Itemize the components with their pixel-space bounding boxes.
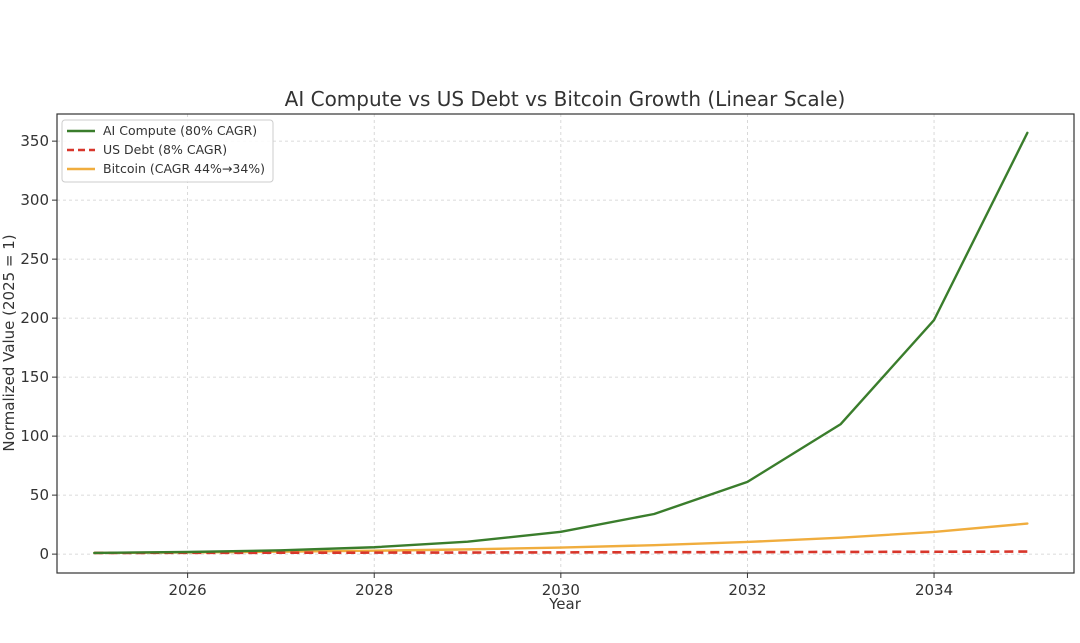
y-tick-label: 150 [20,368,49,386]
y-tick-label: 50 [30,486,49,504]
y-tick-label: 350 [20,132,49,150]
x-tick-label: 2028 [355,581,393,599]
x-tick-label: 2026 [169,581,207,599]
legend-label-ai-compute: AI Compute (80% CAGR) [103,123,257,138]
legend-label-us-debt: US Debt (8% CAGR) [103,142,227,157]
y-tick-label: 0 [39,545,49,563]
y-tick-label: 250 [20,250,49,268]
x-axis-label: Year [548,595,582,613]
series-layer [93,131,1029,555]
series-line-1 [94,550,1028,555]
ticks: 2026 2028 2030 2032 2034 0 50 100 150 200 250 300 35… [20,132,953,599]
chart-title: AI Compute vs US Debt vs Bitcoin Growth … [285,87,846,111]
plot-frame [56,113,1075,574]
legend-box [61,119,274,183]
legend-label-bitcoin: Bitcoin (CAGR 44%→34%) [103,161,265,176]
y-tick-label: 100 [20,427,49,445]
y-axis-label: Normalized Value (2025 = 1) [0,234,18,451]
x-tick-label: 2030 [542,581,580,599]
series-line-2 [93,522,1029,555]
legend: AI Compute (80% CAGR) US Debt (8% CAGR) … [61,119,274,183]
y-tick-label: 200 [20,309,49,327]
y-tick-label: 300 [20,191,49,209]
grid [57,114,1074,573]
series-line-0 [93,131,1029,555]
x-tick-label: 2032 [728,581,766,599]
x-tick-label: 2034 [915,581,953,599]
